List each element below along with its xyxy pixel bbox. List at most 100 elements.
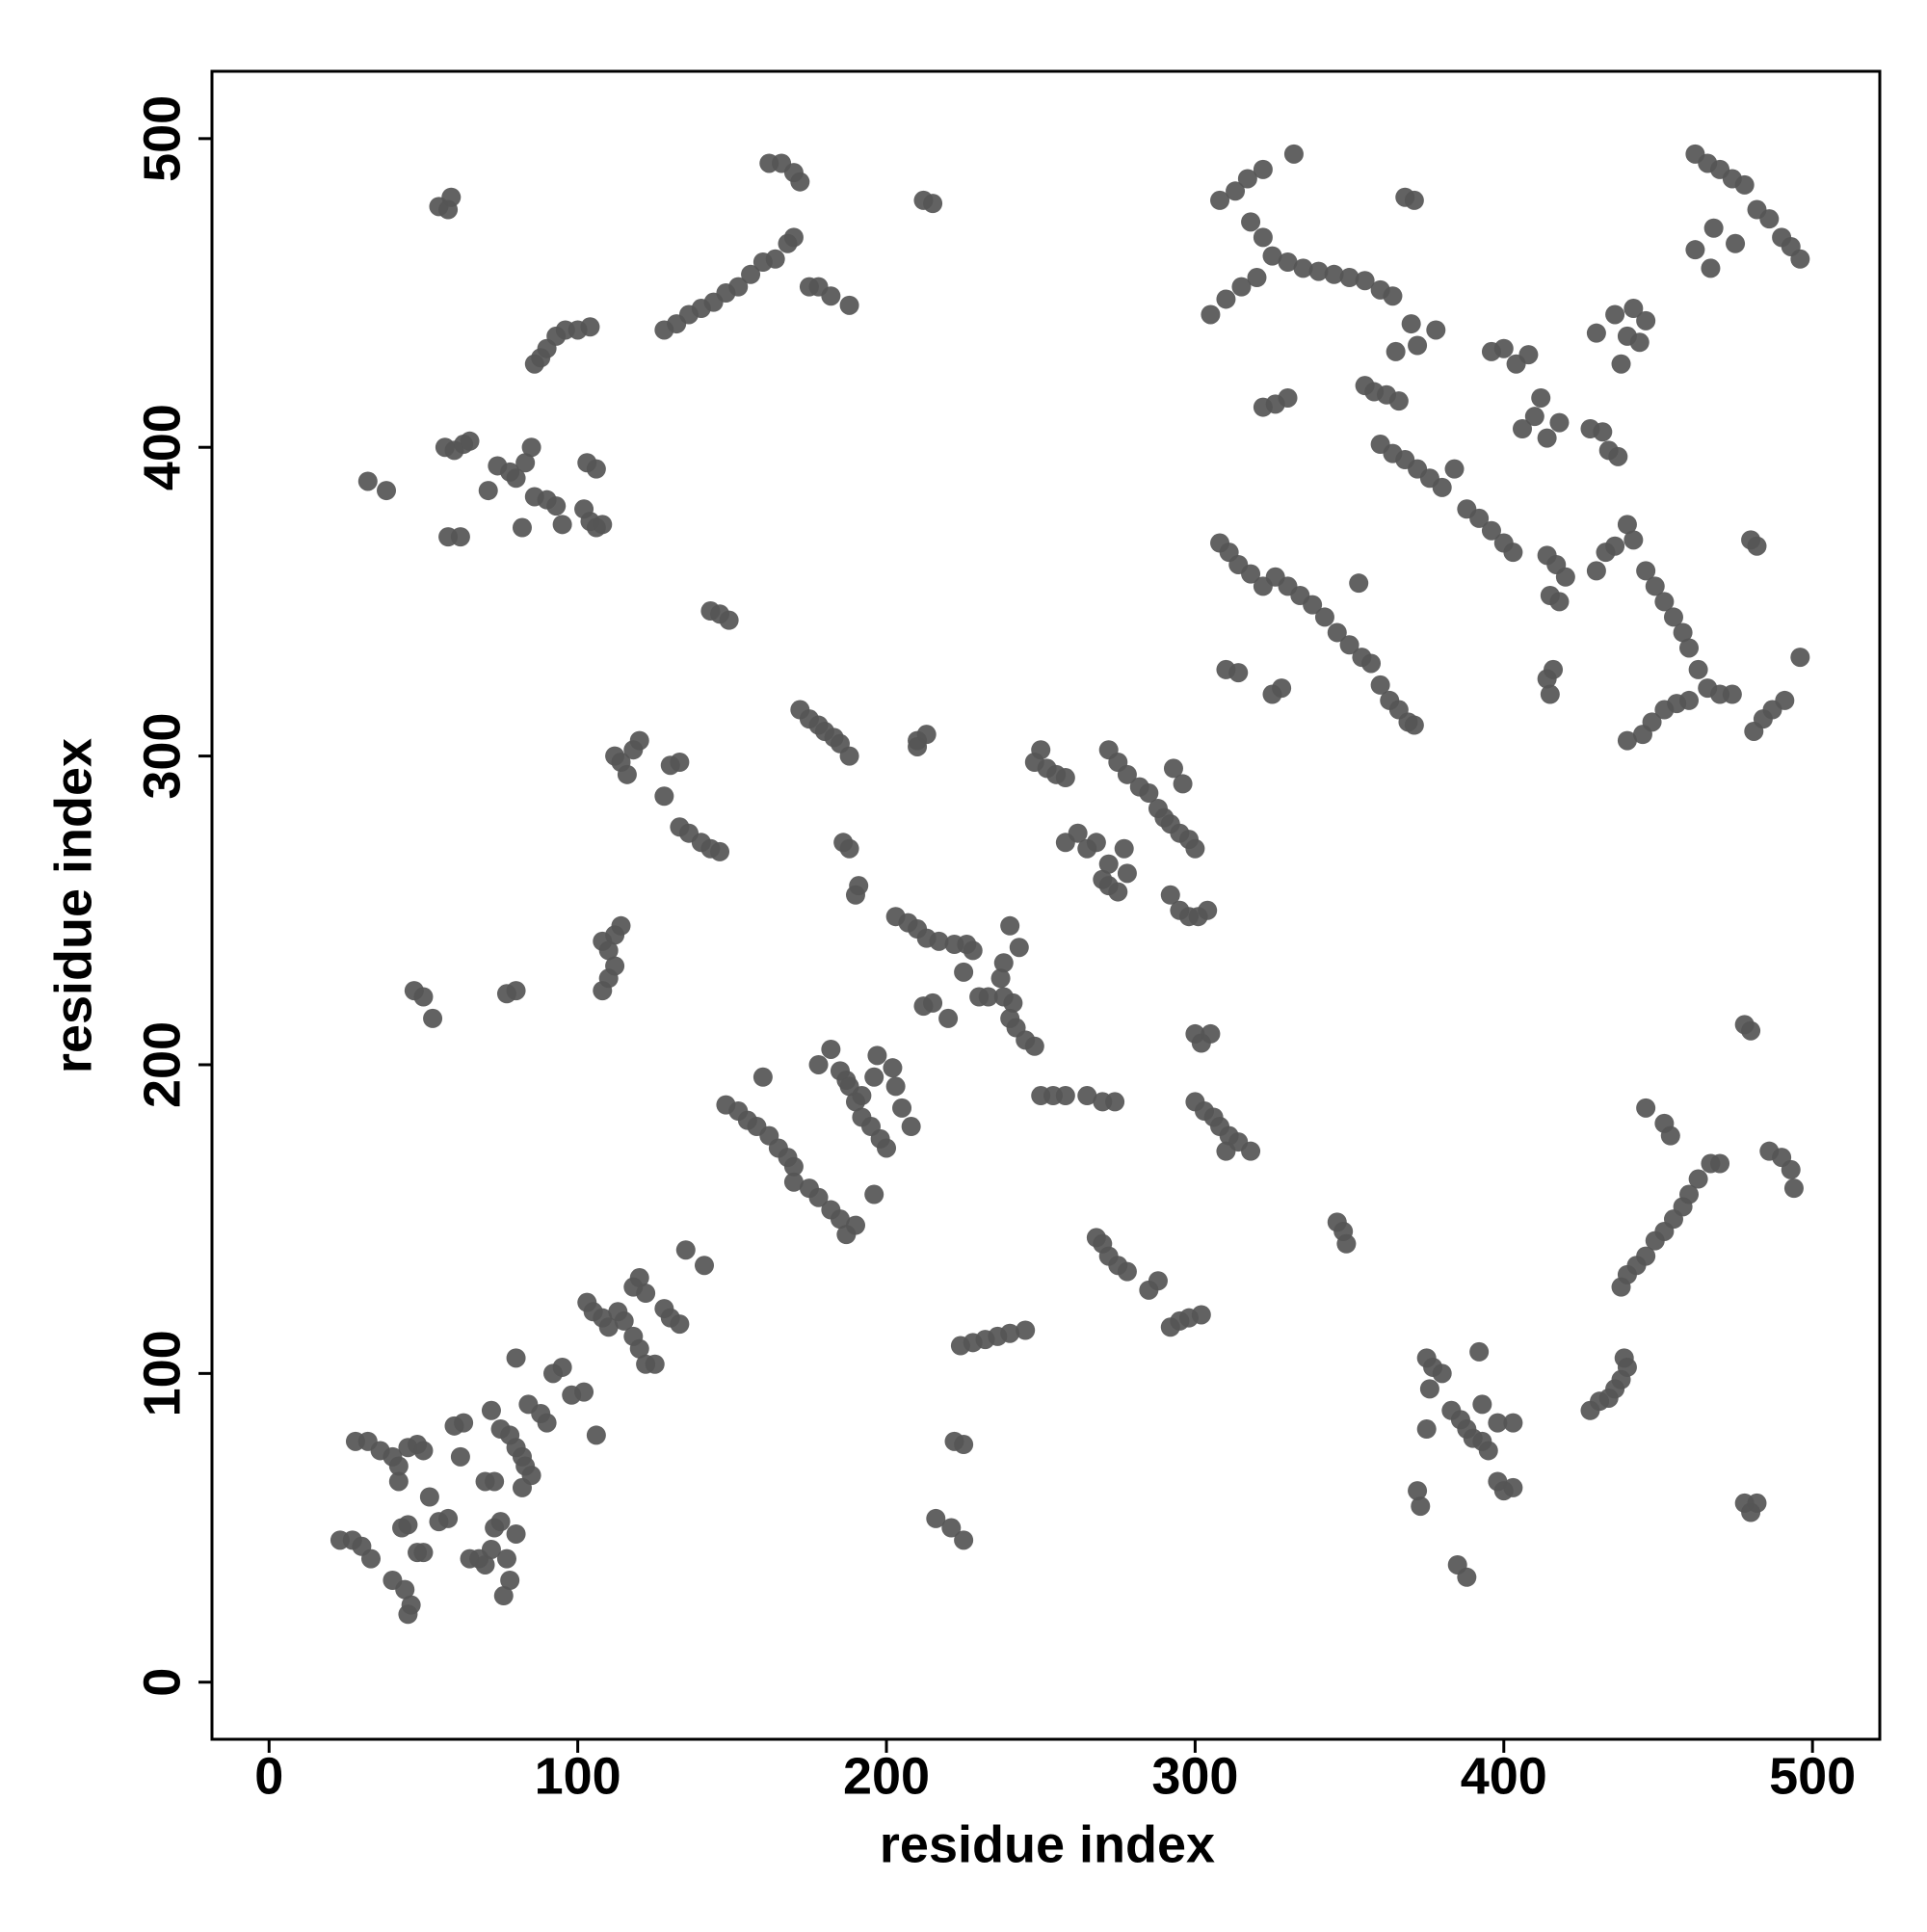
- point: [1303, 595, 1323, 615]
- point: [1790, 648, 1810, 668]
- point: [1426, 320, 1446, 340]
- point: [512, 1477, 532, 1497]
- y-tick-label: 100: [133, 1330, 191, 1416]
- point: [1481, 520, 1501, 541]
- point: [423, 1008, 443, 1028]
- point: [1636, 1246, 1656, 1266]
- point: [1336, 1233, 1357, 1254]
- point: [1503, 1477, 1523, 1497]
- y-tick-label: 500: [133, 95, 191, 182]
- point: [1503, 543, 1523, 563]
- point: [1031, 740, 1051, 760]
- point: [1617, 515, 1637, 535]
- point: [1241, 564, 1261, 584]
- point: [1003, 992, 1023, 1013]
- point: [1432, 1363, 1452, 1384]
- point: [1524, 407, 1544, 427]
- point: [1231, 277, 1252, 297]
- point: [1339, 268, 1359, 288]
- point: [710, 841, 730, 861]
- point: [1614, 1348, 1634, 1368]
- point: [506, 1523, 526, 1544]
- point: [611, 915, 631, 936]
- point: [1349, 573, 1369, 594]
- point: [490, 1512, 511, 1532]
- point: [765, 249, 785, 269]
- point: [1160, 885, 1180, 905]
- point: [719, 610, 739, 630]
- point: [929, 931, 949, 951]
- plot-frame: [210, 69, 1882, 1741]
- point: [1226, 181, 1246, 201]
- point: [1055, 768, 1075, 788]
- point: [1469, 1341, 1490, 1362]
- point: [1191, 1305, 1211, 1325]
- point: [1544, 659, 1564, 679]
- point: [1679, 638, 1700, 658]
- y-tick-label: 400: [133, 404, 191, 490]
- point: [1105, 1092, 1125, 1112]
- point: [783, 1156, 804, 1177]
- point: [830, 1209, 850, 1230]
- point: [892, 1098, 912, 1118]
- point: [1416, 1419, 1437, 1440]
- point: [1117, 764, 1137, 784]
- point: [1253, 227, 1273, 248]
- point: [1503, 1413, 1523, 1433]
- point: [512, 517, 532, 538]
- point: [546, 496, 567, 516]
- point: [1108, 882, 1128, 902]
- point: [1241, 212, 1261, 232]
- x-tick-label: 500: [1769, 1747, 1856, 1805]
- point: [460, 431, 480, 451]
- point: [1339, 635, 1359, 655]
- point: [450, 527, 470, 547]
- point: [1775, 690, 1795, 710]
- point: [836, 1070, 857, 1090]
- point: [752, 1067, 773, 1087]
- point: [1636, 310, 1656, 331]
- point: [1388, 391, 1409, 411]
- point: [670, 753, 690, 773]
- point: [454, 1413, 474, 1433]
- point: [506, 1348, 526, 1368]
- point: [1228, 663, 1249, 683]
- point: [598, 1317, 619, 1337]
- point: [1531, 387, 1551, 408]
- point: [954, 1435, 974, 1455]
- x-axis-title: residue index: [880, 1815, 1215, 1873]
- point: [1210, 190, 1230, 210]
- point: [1673, 622, 1693, 643]
- point: [1355, 271, 1375, 291]
- point: [398, 1604, 418, 1625]
- point: [506, 468, 526, 489]
- point: [1623, 530, 1644, 550]
- point: [839, 295, 859, 315]
- point: [580, 317, 600, 337]
- point: [954, 1530, 974, 1550]
- point: [990, 968, 1011, 989]
- point: [1117, 863, 1137, 884]
- point: [1457, 1567, 1477, 1587]
- point: [1726, 233, 1746, 253]
- point: [1114, 838, 1134, 859]
- point: [1605, 536, 1625, 556]
- point: [413, 1441, 434, 1461]
- point: [1201, 1023, 1221, 1044]
- point: [1404, 715, 1424, 735]
- x-tick-label: 200: [843, 1747, 930, 1805]
- point: [515, 453, 536, 473]
- point: [1411, 1496, 1431, 1517]
- y-tick-label: 200: [133, 1021, 191, 1108]
- point: [923, 992, 943, 1013]
- x-tick-label: 0: [254, 1747, 283, 1805]
- point: [1000, 915, 1020, 936]
- point: [867, 1045, 887, 1066]
- point: [598, 940, 619, 961]
- point: [388, 1471, 409, 1492]
- point: [845, 1215, 865, 1235]
- point: [839, 838, 859, 859]
- point: [1679, 1184, 1700, 1204]
- point: [1216, 1141, 1236, 1161]
